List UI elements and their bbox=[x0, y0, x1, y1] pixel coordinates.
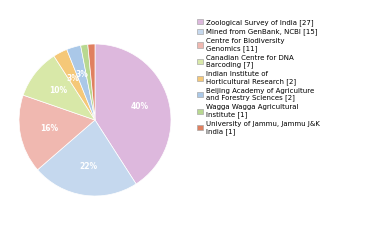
Wedge shape bbox=[38, 120, 136, 196]
Wedge shape bbox=[23, 56, 95, 120]
Wedge shape bbox=[67, 45, 95, 120]
Text: 3%: 3% bbox=[67, 74, 80, 83]
Text: 3%: 3% bbox=[75, 70, 88, 79]
Wedge shape bbox=[95, 44, 171, 184]
Wedge shape bbox=[81, 44, 95, 120]
Legend: Zoological Survey of India [27], Mined from GenBank, NCBI [15], Centre for Biodi: Zoological Survey of India [27], Mined f… bbox=[197, 19, 320, 135]
Text: 10%: 10% bbox=[49, 86, 67, 95]
Text: 40%: 40% bbox=[131, 102, 149, 111]
Wedge shape bbox=[54, 49, 95, 120]
Wedge shape bbox=[19, 95, 95, 170]
Wedge shape bbox=[88, 44, 95, 120]
Text: 22%: 22% bbox=[79, 162, 97, 171]
Text: 16%: 16% bbox=[40, 124, 58, 133]
